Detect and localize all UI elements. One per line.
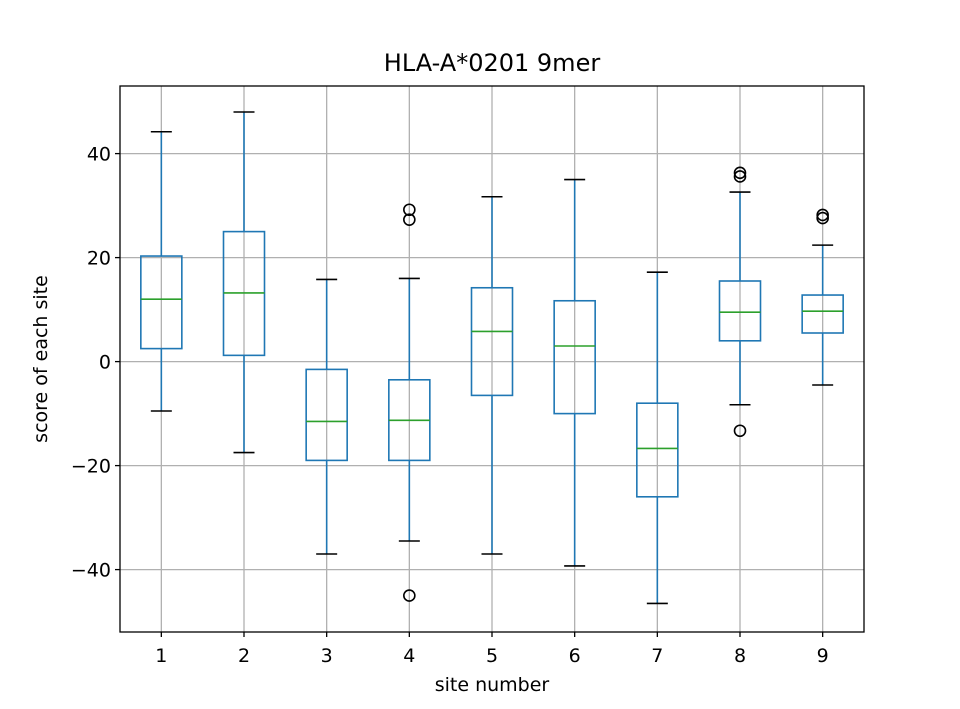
iqr-box <box>636 402 679 498</box>
x-tick-label: 5 <box>486 645 498 667</box>
outlier-point <box>403 213 416 226</box>
iqr-box <box>470 286 514 397</box>
box-group-site-7 <box>636 271 679 605</box>
x-tick-label: 7 <box>651 645 663 667</box>
box-group-site-4 <box>388 203 431 602</box>
x-tick-label: 2 <box>238 645 250 667</box>
box-group-site-6 <box>553 178 596 567</box>
y-axis-label: score of each site <box>30 275 52 443</box>
x-tick-label: 3 <box>321 645 333 667</box>
outlier-point <box>733 424 747 438</box>
outlier-point <box>403 203 416 217</box>
box-group-site-3 <box>305 278 348 555</box>
x-axis-label: site number <box>435 674 550 696</box>
iqr-box <box>801 294 844 334</box>
outlier-point <box>816 208 829 222</box>
iqr-box <box>553 299 596 415</box>
outlier-point <box>733 170 747 183</box>
box-group-site-2 <box>222 111 266 454</box>
box-group-site-8 <box>718 166 762 438</box>
outlier-point <box>816 211 829 225</box>
x-tick-label: 4 <box>403 645 415 667</box>
x-tick-label: 8 <box>734 645 746 667</box>
y-tick-label: 40 <box>87 144 111 166</box>
y-tick-label: −20 <box>71 456 111 478</box>
x-tick-label: 6 <box>569 645 581 667</box>
x-tick-label: 9 <box>817 645 829 667</box>
y-tick-label: 20 <box>87 248 111 270</box>
iqr-box <box>305 368 348 462</box>
boxes <box>140 111 844 605</box>
iqr-box <box>718 280 762 342</box>
outlier-point <box>403 589 416 602</box>
axis-ticks: −40 −20 0 20 40 1 2 3 4 5 6 7 8 9 <box>71 144 829 667</box>
x-tick-label: 1 <box>155 645 167 667</box>
box-group-site-1 <box>140 130 183 412</box>
box-group-site-9 <box>801 208 844 386</box>
y-tick-label: −40 <box>71 560 111 582</box>
iqr-box <box>140 255 183 350</box>
outlier-point <box>733 166 747 180</box>
y-tick-label: 0 <box>99 352 111 374</box>
box-group-site-5 <box>470 195 514 555</box>
chart-title: HLA-A*0201 9mer <box>384 49 601 77</box>
